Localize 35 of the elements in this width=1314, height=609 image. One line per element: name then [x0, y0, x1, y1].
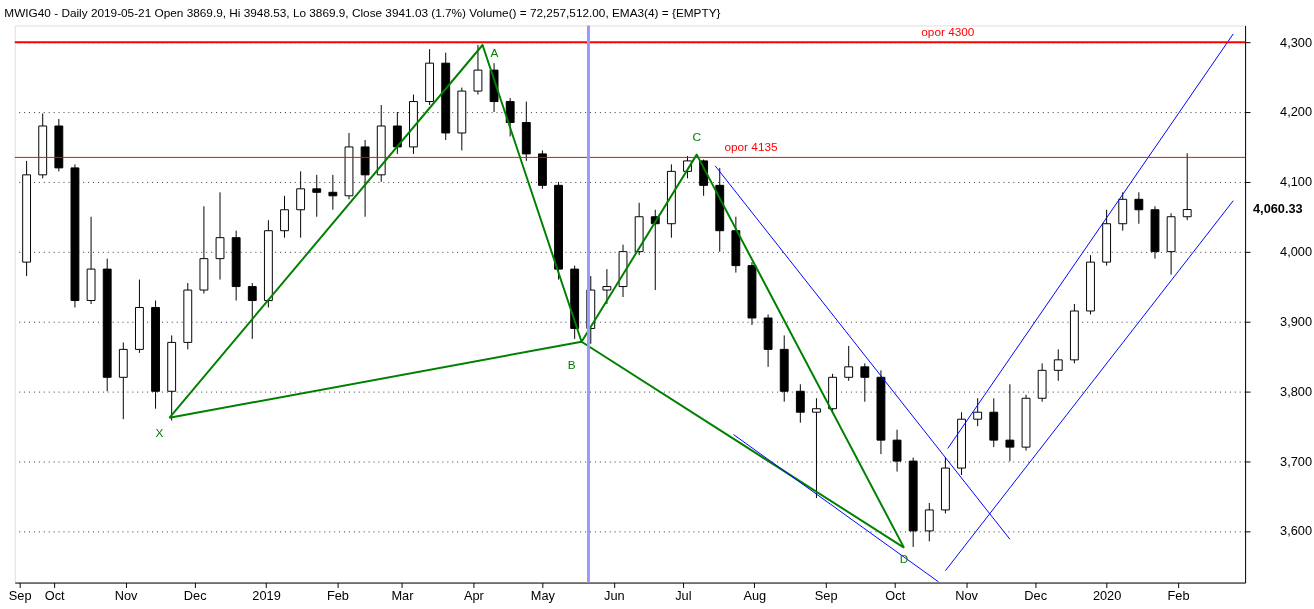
x-tick-label: 2020 [1092, 587, 1122, 603]
x-tick-label: Sep [8, 587, 32, 603]
y-tick-label: 3,800 [1280, 383, 1313, 399]
y-tick-label: 3,900 [1280, 313, 1313, 329]
y-tick-label: 3,700 [1280, 453, 1313, 469]
x-tick-label: Apr [463, 587, 485, 603]
x-tick-label: Nov [955, 587, 979, 603]
x-tick-label: Sep [814, 587, 838, 603]
text: 4,060.33 [1252, 201, 1303, 217]
annotation: D [899, 552, 909, 567]
x-tick-label: Oct [44, 587, 66, 603]
chart-title: MWIG40 - Daily 2019-05-21 Open 3869.9, Hi 3948.53, Lo 3869.9, Close 3941.03 (1.7%) Volume() = 72,257,512.00, EMA3(4) = {EMPTY} [4, 6, 721, 21]
x-tick-label: Dec [1024, 587, 1048, 603]
x-tick-label: Mar [391, 587, 415, 603]
annotation: A [490, 45, 499, 60]
x-tick-label: Dec [183, 587, 208, 603]
y-tick-label: 4,000 [1280, 244, 1313, 260]
annotation: B [567, 358, 576, 373]
x-tick-label: May [530, 587, 556, 603]
y-tick-label: 3,600 [1280, 523, 1313, 539]
x-tick-label: Feb [326, 587, 349, 603]
ref-line-label: opor 4300 [921, 25, 975, 40]
x-tick-label: Aug [743, 587, 767, 603]
x-tick-label: Jun [604, 587, 625, 603]
x-tick-label: Jul [675, 587, 692, 603]
x-tick-label: Oct [885, 587, 906, 603]
x-tick-label: Nov [114, 587, 139, 603]
ref-line-label: opor 4135 [724, 140, 778, 155]
x-tick-label: 2019 [252, 587, 281, 603]
y-tick-label: 4,200 [1280, 104, 1313, 120]
x-tick-label: Feb [1167, 587, 1190, 603]
annotation: C [692, 129, 702, 144]
y-tick-label: 4,300 [1280, 34, 1313, 50]
annotation: X [155, 426, 164, 441]
y-tick-label: 4,100 [1280, 174, 1313, 190]
